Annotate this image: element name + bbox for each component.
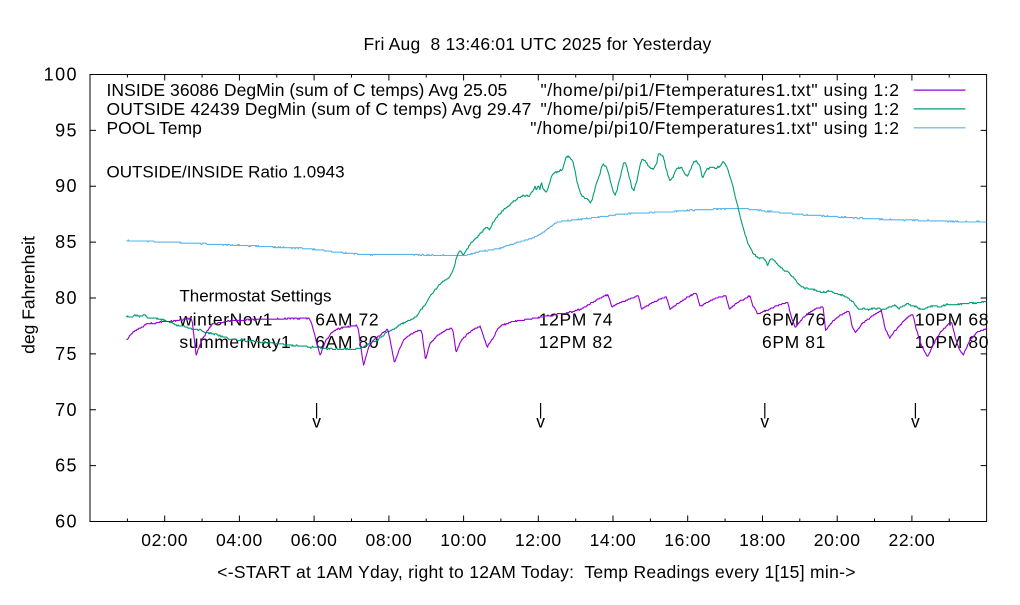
svg-text:v: v <box>312 412 321 432</box>
svg-text:Thermostat Settings: Thermostat Settings <box>179 287 331 306</box>
svg-text:6PM 76: 6PM 76 <box>762 309 826 329</box>
svg-text:65: 65 <box>55 456 78 476</box>
svg-text:95: 95 <box>55 120 78 140</box>
svg-text:10:00: 10:00 <box>440 530 487 550</box>
svg-text:v: v <box>760 412 769 432</box>
svg-text:08:00: 08:00 <box>366 530 413 550</box>
svg-text:6PM 81: 6PM 81 <box>762 332 826 352</box>
svg-text:75: 75 <box>55 344 78 364</box>
svg-text:INSIDE 36086 DegMin (sum of C: INSIDE 36086 DegMin (sum of C temps) Avg… <box>107 80 508 100</box>
svg-text:<-START at 1AM Yday, right to: <-START at 1AM Yday, right to 12AM Today… <box>217 562 856 582</box>
svg-text:OUTSIDE/INSIDE Ratio 1.0943: OUTSIDE/INSIDE Ratio 1.0943 <box>107 163 345 182</box>
svg-text:12PM 82: 12PM 82 <box>539 332 613 352</box>
svg-text:06:00: 06:00 <box>291 530 338 550</box>
svg-text:POOL Temp: POOL Temp <box>107 118 202 138</box>
svg-text:60: 60 <box>55 512 78 532</box>
svg-text:02:00: 02:00 <box>141 530 188 550</box>
svg-text:summerMay1: summerMay1 <box>179 332 291 352</box>
svg-text:80: 80 <box>55 288 78 308</box>
svg-text:6AM 72: 6AM 72 <box>315 309 379 329</box>
svg-text:Fri Aug 8 13:46:01 UTC 2025 f: Fri Aug 8 13:46:01 UTC 2025 for Yesterda… <box>364 34 712 54</box>
svg-text:16:00: 16:00 <box>664 530 711 550</box>
svg-text:70: 70 <box>55 400 78 420</box>
svg-text:OUTSIDE 42439 DegMin (sum of C: OUTSIDE 42439 DegMin (sum of C temps) Av… <box>107 99 532 119</box>
svg-text:12PM 74: 12PM 74 <box>539 309 613 329</box>
svg-text:85: 85 <box>55 232 78 252</box>
svg-text:"/home/pi/pi1/Ftemperatures1.t: "/home/pi/pi1/Ftemperatures1.txt" using … <box>540 80 899 100</box>
svg-text:10PM 80: 10PM 80 <box>915 332 989 352</box>
svg-text:18:00: 18:00 <box>739 530 786 550</box>
svg-text:10PM 68: 10PM 68 <box>915 309 989 329</box>
svg-text:90: 90 <box>55 176 78 196</box>
svg-text:"/home/pi/pi10/Ftemperatures1.: "/home/pi/pi10/Ftemperatures1.txt" using… <box>530 118 899 138</box>
svg-text:20:00: 20:00 <box>814 530 861 550</box>
svg-text:12:00: 12:00 <box>515 530 562 550</box>
svg-text:winterNov1: winterNov1 <box>178 309 273 329</box>
svg-text:"/home/pi/pi5/Ftemperatures1.t: "/home/pi/pi5/Ftemperatures1.txt" using … <box>540 99 899 119</box>
svg-text:100: 100 <box>44 65 78 85</box>
svg-text:deg Fahrenheit: deg Fahrenheit <box>19 236 39 354</box>
svg-text:22:00: 22:00 <box>889 530 936 550</box>
svg-text:v: v <box>911 412 920 432</box>
svg-text:14:00: 14:00 <box>590 530 637 550</box>
svg-text:v: v <box>536 412 545 432</box>
svg-text:04:00: 04:00 <box>216 530 263 550</box>
